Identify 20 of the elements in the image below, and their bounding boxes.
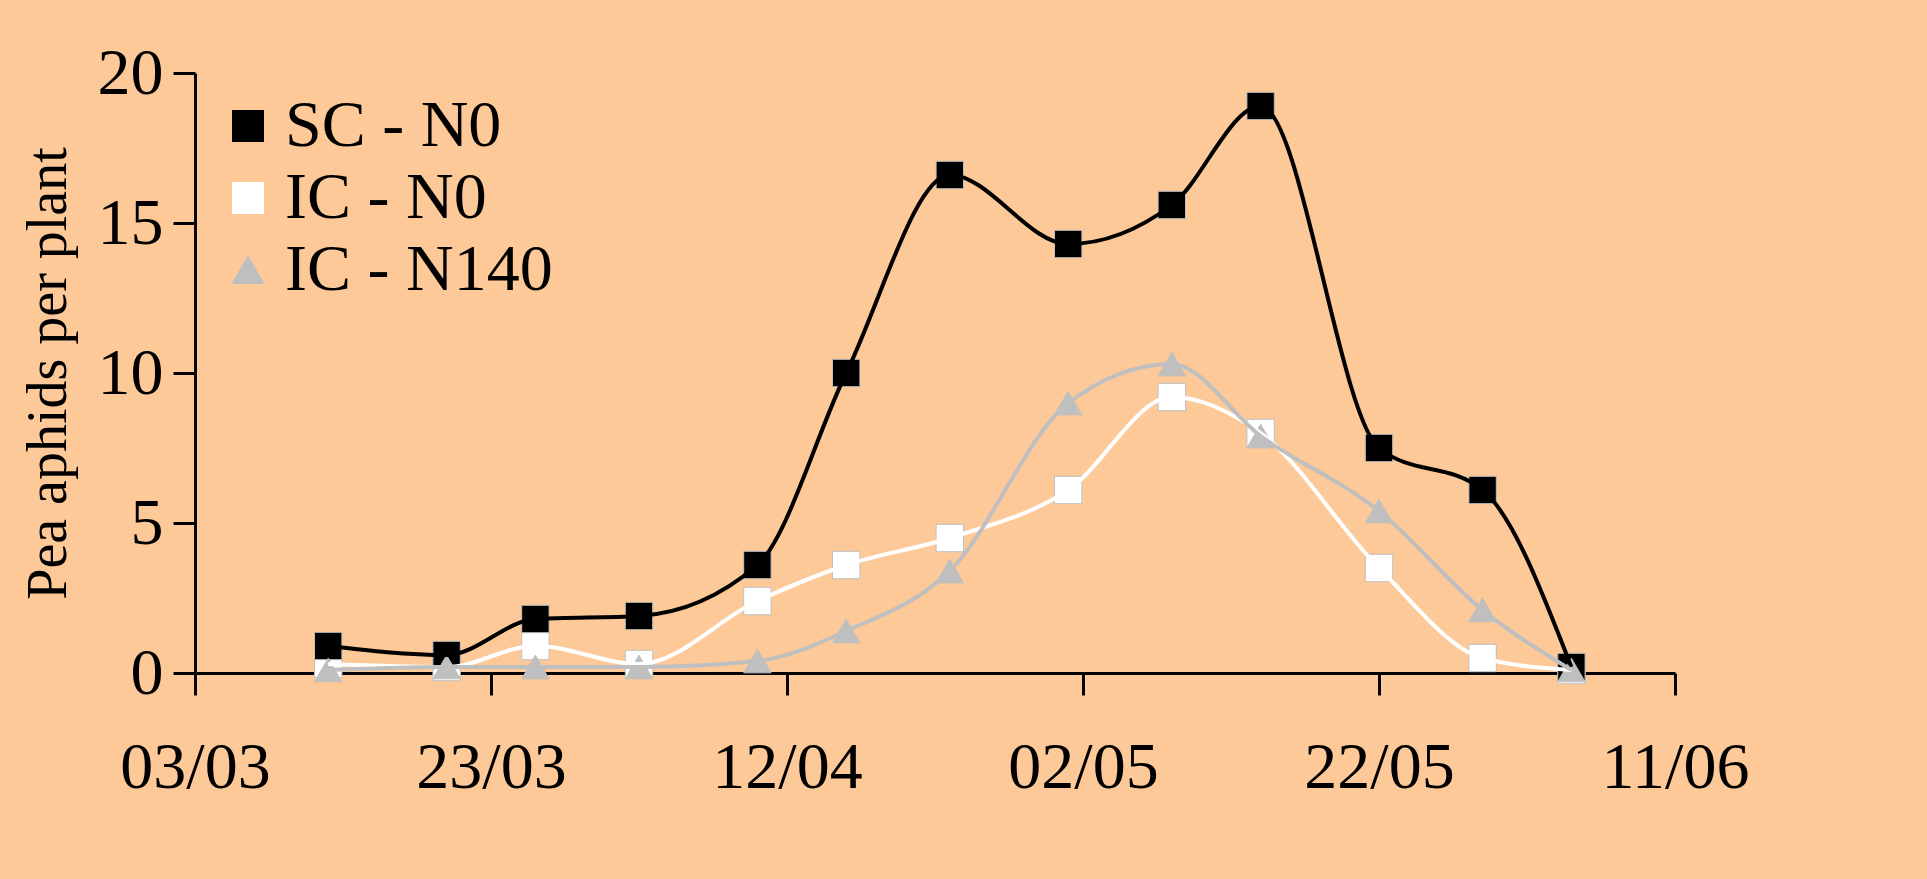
point bbox=[314, 657, 343, 683]
point bbox=[521, 654, 550, 680]
y-tick-label: 0 bbox=[130, 634, 164, 708]
legend-label: IC - N140 bbox=[285, 231, 553, 304]
y-tick-label: 10 bbox=[97, 334, 164, 408]
legend-label: SC - N0 bbox=[285, 87, 502, 160]
legend-label: IC - N0 bbox=[285, 159, 487, 232]
point bbox=[314, 631, 343, 661]
point bbox=[743, 648, 772, 674]
point bbox=[1157, 351, 1186, 377]
x-tick-label: 11/06 bbox=[1601, 728, 1750, 802]
y-tick-label: 20 bbox=[97, 34, 164, 108]
x-tick-label: 22/05 bbox=[1304, 728, 1455, 802]
x-tick-label: 03/03 bbox=[120, 728, 271, 802]
x-tick-label: 02/05 bbox=[1008, 728, 1159, 802]
y-tick-label: 15 bbox=[97, 184, 164, 258]
y-axis-title: Pea aphids per plant bbox=[15, 146, 78, 600]
x-tick-label: 23/03 bbox=[416, 728, 567, 802]
y-tick-label: 5 bbox=[130, 484, 164, 558]
x-tick-label: 12/04 bbox=[712, 728, 863, 802]
